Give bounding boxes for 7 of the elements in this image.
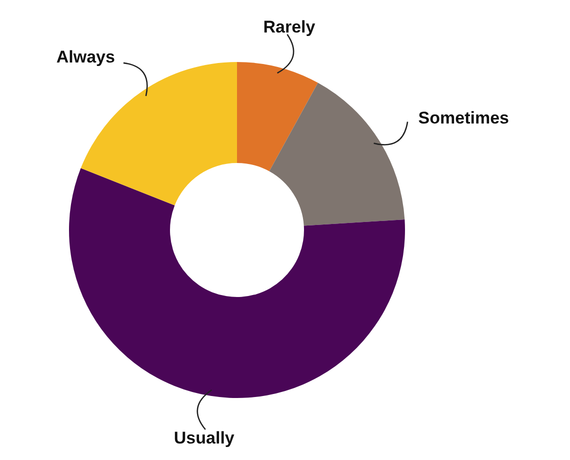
- donut-slice: [269, 82, 405, 226]
- slice-label: Sometimes: [418, 108, 510, 128]
- donut-slice: [69, 168, 405, 398]
- slice-label: Usually: [174, 428, 235, 448]
- donut-slice: [237, 62, 318, 172]
- slice-label: Always: [56, 47, 115, 66]
- slice-label: Rarely: [263, 18, 316, 37]
